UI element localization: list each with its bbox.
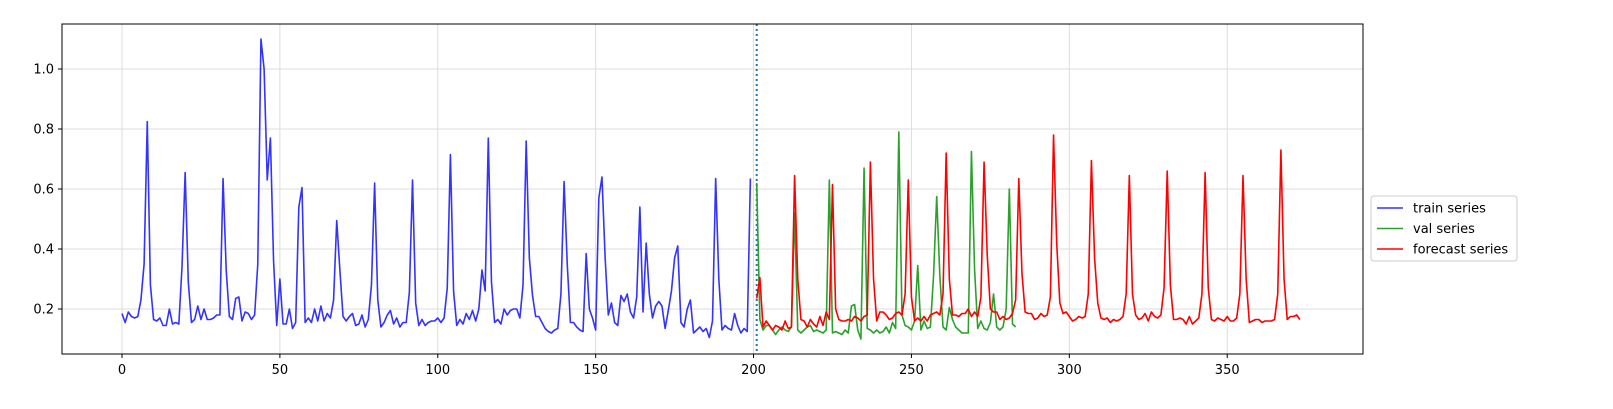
series-lines [121, 38, 1301, 340]
legend-box [1370, 195, 1518, 262]
x-tick-label: 250 [899, 363, 924, 378]
y-tick-label: 0.8 [33, 123, 54, 138]
y-tick-label: 1.0 [33, 63, 54, 78]
series-line-forecast-series [755, 134, 1301, 331]
x-tick-label: 150 [583, 363, 608, 378]
legend: train series val series forecast series [1370, 195, 1518, 262]
x-tick-label: 50 [272, 363, 289, 378]
series-line-val-series [755, 131, 1017, 340]
y-tick-label: 0.2 [33, 303, 54, 318]
x-tick-label: 300 [1057, 363, 1082, 378]
y-tick-label: 0.4 [33, 243, 54, 258]
x-tick-label: 0 [118, 363, 126, 378]
legend-label: forecast series [1413, 243, 1508, 258]
x-tick-label: 350 [1215, 363, 1240, 378]
axis-ticks: 0 50 100 150 200 250 300 350 0.2 0.4 0.6 0.8 1.0 [33, 63, 1239, 379]
series-line-train-series [121, 38, 752, 339]
y-tick-label: 0.6 [33, 183, 54, 198]
x-tick-label: 200 [741, 363, 766, 378]
legend-label: val series [1413, 222, 1475, 237]
legend-label: train series [1413, 202, 1486, 217]
x-tick-label: 100 [425, 363, 450, 378]
grid-lines [62, 24, 1363, 354]
